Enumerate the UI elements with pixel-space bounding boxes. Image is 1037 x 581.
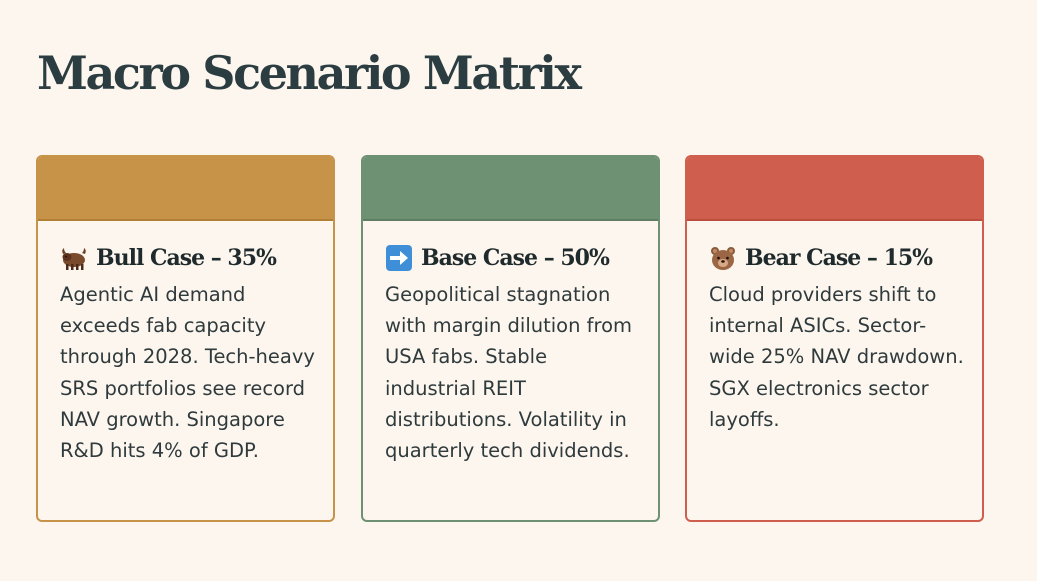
- bear-icon: [711, 247, 735, 270]
- base-case-title: Base Case – 50%: [421, 245, 610, 271]
- base-case-header-band: [363, 157, 658, 221]
- bull-icon: [62, 248, 86, 270]
- bull-case-title: Bull Case – 35%: [96, 245, 277, 271]
- bear-case-heading: Bear Case – 15%: [709, 245, 982, 271]
- right-arrow-icon: [386, 245, 412, 271]
- bear-case-description: Cloud providers shift to internal ASICs.…: [709, 283, 964, 431]
- base-case-description: Geopolitical stagnation with margin dilu…: [385, 283, 633, 463]
- page-title: Macro Scenario Matrix: [37, 46, 582, 100]
- base-case-heading: Base Case – 50%: [385, 245, 658, 271]
- bull-case-card: Bull Case – 35% Agentic AI demand exceed…: [36, 155, 335, 522]
- bull-case-header-band: [38, 157, 333, 221]
- base-case-card: Base Case – 50% Geopolitical stagnation …: [361, 155, 660, 522]
- bull-case-description: Agentic AI demand exceeds fab capacity t…: [60, 283, 315, 463]
- bear-case-title: Bear Case – 15%: [745, 245, 933, 271]
- bull-case-heading: Bull Case – 35%: [60, 245, 333, 271]
- bear-case-card: Bear Case – 15% Cloud providers shift to…: [685, 155, 984, 522]
- bear-case-header-band: [687, 157, 982, 221]
